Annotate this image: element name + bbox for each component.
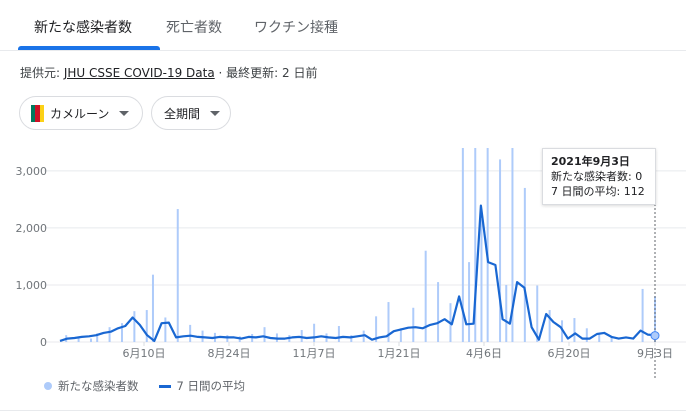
tab-bar: 新たな感染者数 死亡者数 ワクチン接種 [0, 0, 686, 51]
avg-line [59, 204, 656, 342]
bar [337, 326, 340, 342]
active-tab-indicator [18, 46, 160, 50]
chevron-down-icon [119, 110, 130, 116]
bar [641, 288, 644, 342]
bar [461, 148, 464, 342]
bar [226, 335, 229, 342]
bar [573, 318, 576, 342]
bar [548, 310, 551, 342]
bar [145, 310, 148, 342]
chevron-down-icon [210, 110, 221, 116]
tab-vaccinations[interactable]: ワクチン接種 [254, 20, 338, 36]
cameroon-flag-icon [31, 104, 44, 122]
bar [89, 338, 92, 342]
bar [387, 302, 390, 342]
bar [120, 323, 123, 342]
y-tick-label: 2,000 [16, 222, 48, 235]
bar [189, 324, 192, 342]
legend-line-label: 7 日間の平均 [176, 379, 245, 393]
bar [437, 282, 440, 342]
bar [523, 187, 526, 342]
bar [151, 274, 154, 342]
legend-line-icon [158, 384, 171, 388]
legend-bar-icon [44, 382, 52, 390]
bar [77, 337, 80, 342]
bar [96, 333, 99, 342]
divider [0, 410, 686, 411]
tooltip-date: 2021年9月3日 [551, 155, 630, 168]
last-updated: · 最終更新: 2 日前 [214, 66, 318, 80]
y-tick-label: 0 [40, 336, 47, 349]
chart-legend: 新たな感染者数 7 日間の平均 [44, 378, 245, 394]
bar [412, 307, 415, 342]
tab-new-cases[interactable]: 新たな感染者数 [34, 20, 132, 36]
cases-chart[interactable]: 0 1,000 2,000 3,000 6月10日 8月24日 11月7日 1月21日 4月6日… [0, 140, 697, 380]
bar [486, 148, 489, 342]
bar [480, 219, 483, 342]
x-tick-label: 1月21日 [378, 347, 421, 360]
x-tick-label: 6月20日 [548, 347, 591, 360]
country-label: カメルーン [50, 106, 110, 121]
bar [133, 311, 136, 342]
x-tick-label: 4月6日 [466, 347, 502, 360]
bar [350, 335, 353, 342]
tab-deaths[interactable]: 死亡者数 [166, 20, 222, 36]
x-tick-label: 11月7日 [293, 347, 336, 360]
legend-bars-label: 新たな感染者数 [58, 379, 139, 393]
country-dropdown[interactable]: カメルーン [19, 96, 143, 130]
bar [474, 148, 477, 342]
period-label: 全期間 [164, 106, 201, 121]
bar [300, 330, 303, 342]
bar [263, 327, 266, 342]
bar [176, 209, 179, 342]
source-line: 提供元: JHU CSSE COVID-19 Data · 最終更新: 2 日前 [20, 64, 317, 81]
x-tick-label: 8月24日 [208, 347, 251, 360]
chart-tooltip: 2021年9月3日 新たな感染者数: 0 7 日間の平均: 112 [542, 148, 656, 205]
bar [399, 328, 402, 342]
bar [313, 323, 316, 342]
bar [610, 337, 613, 342]
bar [654, 296, 656, 342]
hover-point [650, 331, 660, 341]
bar [585, 328, 588, 342]
source-link[interactable]: JHU CSSE COVID-19 Data [63, 66, 215, 80]
bar [164, 317, 167, 342]
bar [375, 316, 378, 342]
period-dropdown[interactable]: 全期間 [151, 96, 231, 130]
bar [499, 159, 502, 342]
bar [424, 250, 427, 342]
bar [511, 148, 514, 342]
bar [598, 333, 601, 342]
tooltip-avg: 7 日間の平均: 112 [551, 185, 645, 198]
bar [108, 327, 111, 342]
bar [536, 285, 539, 342]
bar [505, 284, 508, 342]
y-tick-label: 1,000 [16, 279, 48, 292]
bar [468, 262, 471, 342]
y-tick-label: 3,000 [16, 165, 48, 178]
x-tick-label: 9月3日 [637, 347, 673, 360]
tooltip-new-cases: 新たな感染者数: 0 [551, 170, 643, 183]
source-prefix: 提供元: [20, 66, 64, 80]
x-tick-label: 6月10日 [123, 347, 166, 360]
